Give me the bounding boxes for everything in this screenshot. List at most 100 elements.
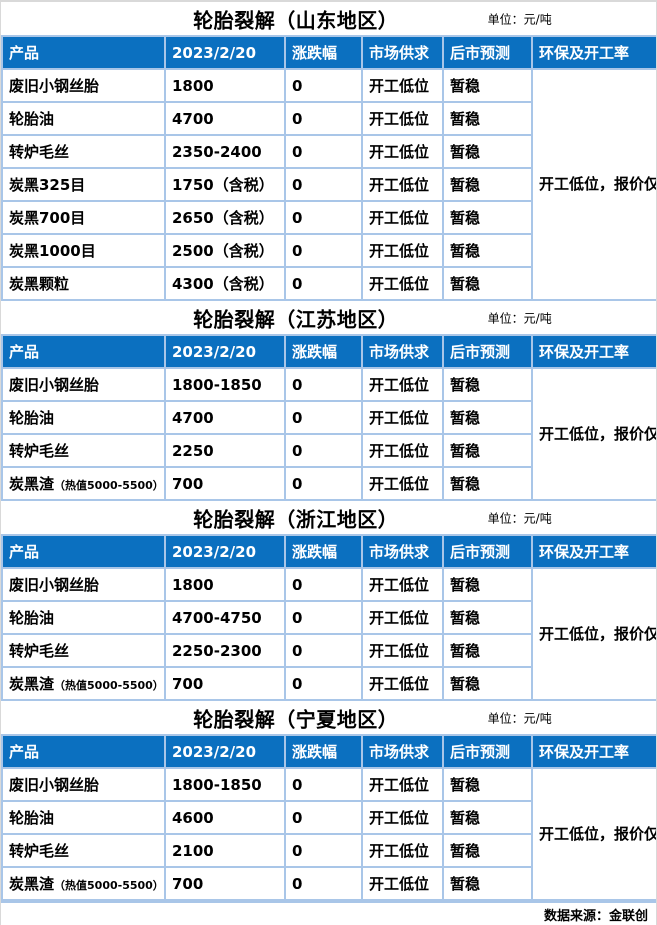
unit-label: 单位：元/吨 bbox=[487, 511, 552, 525]
footer-row: 数据来源：金联创 bbox=[1, 901, 656, 925]
product-cell: 废旧小钢丝胎 bbox=[1, 68, 166, 103]
price-cell: 4600 bbox=[164, 800, 286, 835]
supply-cell: 开工低位 bbox=[361, 200, 444, 235]
supply-cell: 开工低位 bbox=[361, 101, 444, 136]
price-cell: 700 bbox=[164, 666, 286, 701]
product-name: 炭黑渣 bbox=[9, 875, 55, 893]
forecast-cell: 暂稳 bbox=[442, 233, 533, 268]
price-cell: 2500（含税） bbox=[164, 233, 286, 268]
supply-cell: 开工低位 bbox=[361, 666, 444, 701]
column-header-1: 2023/2/20 bbox=[164, 35, 286, 70]
supply-cell: 开工低位 bbox=[361, 633, 444, 668]
column-header-5: 环保及开工率 bbox=[531, 35, 656, 70]
change-cell: 0 bbox=[284, 666, 363, 701]
header-row: 产品 2023/2/20 涨跌幅 市场供求 后市预测 环保及开工率 bbox=[1, 734, 656, 769]
forecast-cell: 暂稳 bbox=[442, 400, 533, 435]
column-header-2: 涨跌幅 bbox=[284, 734, 363, 769]
price-cell: 4700 bbox=[164, 101, 286, 136]
price-cell: 4300（含税） bbox=[164, 266, 286, 301]
table-row: 炭黑颗粒 4300（含税） 0 开工低位 暂稳 bbox=[1, 266, 656, 301]
forecast-cell: 暂稳 bbox=[442, 466, 533, 501]
product-cell: 炭黑渣（热值5000-5500） bbox=[1, 866, 166, 901]
supply-cell: 开工低位 bbox=[361, 400, 444, 435]
price-cell: 1800 bbox=[164, 68, 286, 103]
table-row: 炭黑1000目 2500（含税） 0 开工低位 暂稳 bbox=[1, 233, 656, 268]
column-header-3: 市场供求 bbox=[361, 334, 444, 369]
column-header-3: 市场供求 bbox=[361, 734, 444, 769]
forecast-cell: 暂稳 bbox=[442, 666, 533, 701]
table-row: 炭黑325目 1750（含税） 0 开工低位 暂稳 bbox=[1, 167, 656, 202]
forecast-cell: 暂稳 bbox=[442, 200, 533, 235]
note-cell: 开工低位，报价仅供参考。 bbox=[531, 68, 656, 301]
product-cell: 转炉毛丝 bbox=[1, 433, 166, 468]
region-section: 轮胎裂解（浙江地区） 单位：元/吨 产品 2023/2/20 涨跌幅 市场供求 后市预测… bbox=[1, 501, 656, 701]
table-row: 转炉毛丝 2100 0 开工低位 暂稳 bbox=[1, 833, 656, 868]
supply-cell: 开工低位 bbox=[361, 134, 444, 169]
note-cell: 开工低位，报价仅供参考。 bbox=[531, 367, 656, 501]
forecast-cell: 暂稳 bbox=[442, 433, 533, 468]
product-cell: 炭黑325目 bbox=[1, 167, 166, 202]
product-name: 轮胎油 bbox=[9, 110, 55, 128]
product-name: 转炉毛丝 bbox=[9, 143, 70, 161]
section-title-bar: 轮胎裂解（山东地区） 单位：元/吨 bbox=[1, 2, 656, 35]
product-name: 轮胎油 bbox=[9, 609, 55, 627]
supply-cell: 开工低位 bbox=[361, 167, 444, 202]
column-header-3: 市场供求 bbox=[361, 35, 444, 70]
region-section: 轮胎裂解（宁夏地区） 单位：元/吨 产品 2023/2/20 涨跌幅 市场供求 后市预测… bbox=[1, 701, 656, 901]
price-cell: 2250-2300 bbox=[164, 633, 286, 668]
header-row: 产品 2023/2/20 涨跌幅 市场供求 后市预测 环保及开工率 bbox=[1, 334, 656, 369]
region-section: 轮胎裂解（江苏地区） 单位：元/吨 产品 2023/2/20 涨跌幅 市场供求 后市预测… bbox=[1, 301, 656, 501]
table-row: 炭黑渣（热值5000-5500） 700 0 开工低位 暂稳 bbox=[1, 666, 656, 701]
forecast-cell: 暂稳 bbox=[442, 68, 533, 103]
change-cell: 0 bbox=[284, 767, 363, 802]
column-header-5: 环保及开工率 bbox=[531, 334, 656, 369]
change-cell: 0 bbox=[284, 68, 363, 103]
forecast-cell: 暂稳 bbox=[442, 600, 533, 635]
change-cell: 0 bbox=[284, 400, 363, 435]
product-name: 转炉毛丝 bbox=[9, 442, 70, 460]
product-subnote: （热值5000-5500） bbox=[54, 879, 164, 892]
table-row: 炭黑渣（热值5000-5500） 700 0 开工低位 暂稳 bbox=[1, 466, 656, 501]
price-table: 产品 2023/2/20 涨跌幅 市场供求 后市预测 环保及开工率 废旧小钢丝胎 1800-… bbox=[1, 734, 656, 901]
header-row: 产品 2023/2/20 涨跌幅 市场供求 后市预测 环保及开工率 bbox=[1, 534, 656, 569]
table-row: 轮胎油 4700 0 开工低位 暂稳 bbox=[1, 400, 656, 435]
supply-cell: 开工低位 bbox=[361, 767, 444, 802]
product-name: 炭黑700目 bbox=[9, 209, 86, 227]
product-cell: 炭黑1000目 bbox=[1, 233, 166, 268]
supply-cell: 开工低位 bbox=[361, 367, 444, 402]
change-cell: 0 bbox=[284, 466, 363, 501]
note-cell: 开工低位，报价仅供参考。 bbox=[531, 767, 656, 901]
change-cell: 0 bbox=[284, 600, 363, 635]
section-title-bar: 轮胎裂解（宁夏地区） 单位：元/吨 bbox=[1, 701, 656, 734]
product-subnote: （热值5000-5500） bbox=[54, 479, 164, 492]
price-cell: 1800-1850 bbox=[164, 767, 286, 802]
price-cell: 700 bbox=[164, 866, 286, 901]
product-cell: 轮胎油 bbox=[1, 101, 166, 136]
supply-cell: 开工低位 bbox=[361, 600, 444, 635]
product-cell: 废旧小钢丝胎 bbox=[1, 567, 166, 602]
column-header-0: 产品 bbox=[1, 35, 166, 70]
table-row: 炭黑700目 2650（含税） 0 开工低位 暂稳 bbox=[1, 200, 656, 235]
product-name: 轮胎油 bbox=[9, 409, 55, 427]
section-title: 轮胎裂解（江苏地区） bbox=[193, 307, 399, 331]
column-header-0: 产品 bbox=[1, 334, 166, 369]
change-cell: 0 bbox=[284, 567, 363, 602]
unit-label: 单位：元/吨 bbox=[487, 12, 552, 26]
forecast-cell: 暂稳 bbox=[442, 167, 533, 202]
supply-cell: 开工低位 bbox=[361, 800, 444, 835]
price-cell: 4700-4750 bbox=[164, 600, 286, 635]
column-header-1: 2023/2/20 bbox=[164, 334, 286, 369]
table-row: 转炉毛丝 2350-2400 0 开工低位 暂稳 bbox=[1, 134, 656, 169]
product-cell: 废旧小钢丝胎 bbox=[1, 767, 166, 802]
table-row: 转炉毛丝 2250-2300 0 开工低位 暂稳 bbox=[1, 633, 656, 668]
section-title: 轮胎裂解（山东地区） bbox=[193, 8, 399, 32]
forecast-cell: 暂稳 bbox=[442, 101, 533, 136]
product-name: 轮胎油 bbox=[9, 809, 55, 827]
column-header-2: 涨跌幅 bbox=[284, 35, 363, 70]
change-cell: 0 bbox=[284, 367, 363, 402]
product-name: 转炉毛丝 bbox=[9, 842, 70, 860]
